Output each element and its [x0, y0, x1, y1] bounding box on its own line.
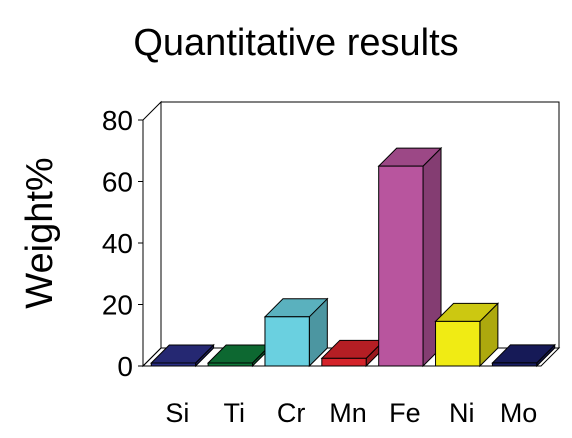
bar-si — [150, 343, 215, 368]
bar-front — [435, 320, 481, 367]
bar-mo — [491, 343, 556, 368]
bar-front — [378, 165, 424, 367]
bar-front — [264, 316, 310, 367]
x-tick-label: Ni — [449, 398, 475, 428]
bar-front — [207, 362, 253, 367]
bar-front — [321, 357, 367, 367]
left-wall — [142, 100, 162, 368]
bars — [150, 146, 556, 368]
chart-title: Quantitative results — [133, 22, 458, 64]
x-axis-ticks: Si Ti Cr Mn Fe Ni Mo — [165, 398, 537, 428]
back-wall — [161, 101, 560, 348]
bar-mn — [320, 339, 386, 368]
x-tick-label: Fe — [389, 398, 421, 428]
x-tick-label: Ti — [224, 398, 246, 428]
x-tick-label: Si — [165, 398, 189, 428]
y-tick-label: 0 — [117, 351, 133, 382]
y-axis-label: Weight% — [19, 157, 61, 308]
bar-fe — [377, 146, 443, 368]
y-axis-ticks: 0 20 40 60 80 — [102, 105, 143, 382]
x-tick-label: Cr — [277, 398, 306, 428]
x-tick-label: Mo — [500, 398, 538, 428]
y-tick-label: 80 — [102, 105, 133, 136]
y-tick-label: 40 — [102, 228, 133, 259]
y-tick-label: 20 — [102, 290, 133, 321]
y-tick-label: 60 — [102, 167, 133, 198]
bar-front — [491, 362, 538, 367]
x-tick-label: Mn — [329, 398, 367, 428]
bar-cr — [263, 297, 329, 368]
bar-front — [150, 362, 197, 367]
bar-ni — [434, 302, 500, 368]
